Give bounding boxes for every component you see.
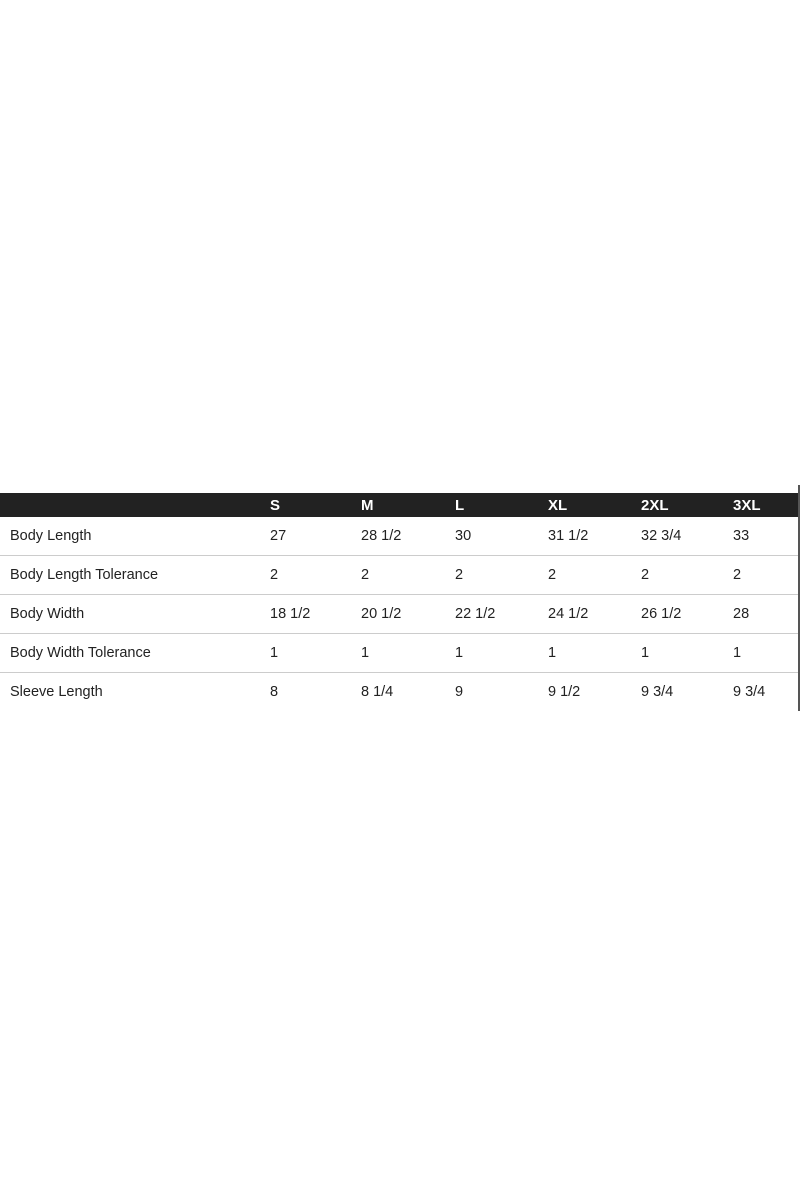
table-cell: 9 1/2 (548, 684, 581, 700)
table-cell: 2 (641, 567, 650, 583)
table-cell: 1 (733, 645, 742, 661)
table-cell: 8 1/4 (361, 684, 394, 700)
column-header: 3XL (733, 497, 761, 514)
table-cell: 2 (270, 567, 279, 583)
table-cell: 28 1/2 (361, 528, 402, 544)
row-label: Body Length (10, 528, 92, 544)
table-cell: 1 (361, 645, 370, 661)
column-header: L (455, 497, 465, 514)
table-cell: 2 (733, 567, 742, 583)
table-cell: 27 (270, 528, 287, 544)
table-row: Body Width Tolerance 1 1 1 1 1 1 (0, 634, 798, 673)
table-cell: 2 (455, 567, 464, 583)
row-label: Body Length Tolerance (10, 567, 159, 583)
table-cell: 18 1/2 (270, 606, 311, 622)
table-row: Sleeve Length 8 8 1/4 9 9 1/2 9 3/4 9 3/4 (0, 673, 798, 711)
table-cell: 20 1/2 (361, 606, 402, 622)
table-cell: 8 (270, 684, 279, 700)
table-cell: 1 (455, 645, 464, 661)
table-cell: 9 3/4 (641, 684, 674, 700)
table-cell: 28 (733, 606, 750, 622)
table-cell: 26 1/2 (641, 606, 682, 622)
row-label: Body Width (10, 606, 85, 622)
column-header: XL (548, 497, 568, 514)
table-cell: 2 (361, 567, 370, 583)
table-cell: 31 1/2 (548, 528, 589, 544)
table-cell: 30 (455, 528, 472, 544)
column-header: M (361, 497, 374, 514)
table-cell: 9 3/4 (733, 684, 766, 700)
table-cell: 2 (548, 567, 557, 583)
table-cell: 1 (548, 645, 557, 661)
table-header: S M L XL 2XL 3XL (0, 493, 798, 517)
table-cell: 22 1/2 (455, 606, 496, 622)
column-header: S (270, 497, 281, 514)
table-row: Body Width 18 1/2 20 1/2 22 1/2 24 1/2 26 1/2… (0, 595, 798, 634)
table-row: Body Length Tolerance 2 2 2 2 2 2 (0, 556, 798, 595)
table-cell: 1 (270, 645, 279, 661)
table-cell: 32 3/4 (641, 528, 682, 544)
table-cell: 24 1/2 (548, 606, 589, 622)
table-cell: 1 (641, 645, 650, 661)
table-row: Body Length 27 28 1/2 30 31 1/2 32 3/4 33 (0, 517, 798, 556)
row-label: Sleeve Length (10, 684, 103, 700)
table-right-border (798, 485, 800, 711)
column-header: 2XL (641, 497, 669, 514)
table-cell: 9 (455, 684, 464, 700)
table-cell: 33 (733, 528, 750, 544)
row-label: Body Width Tolerance (10, 645, 151, 661)
size-chart-table: S M L XL 2XL 3XL Body Length 27 28 1/2 30 31 1/2 3… (0, 493, 798, 711)
